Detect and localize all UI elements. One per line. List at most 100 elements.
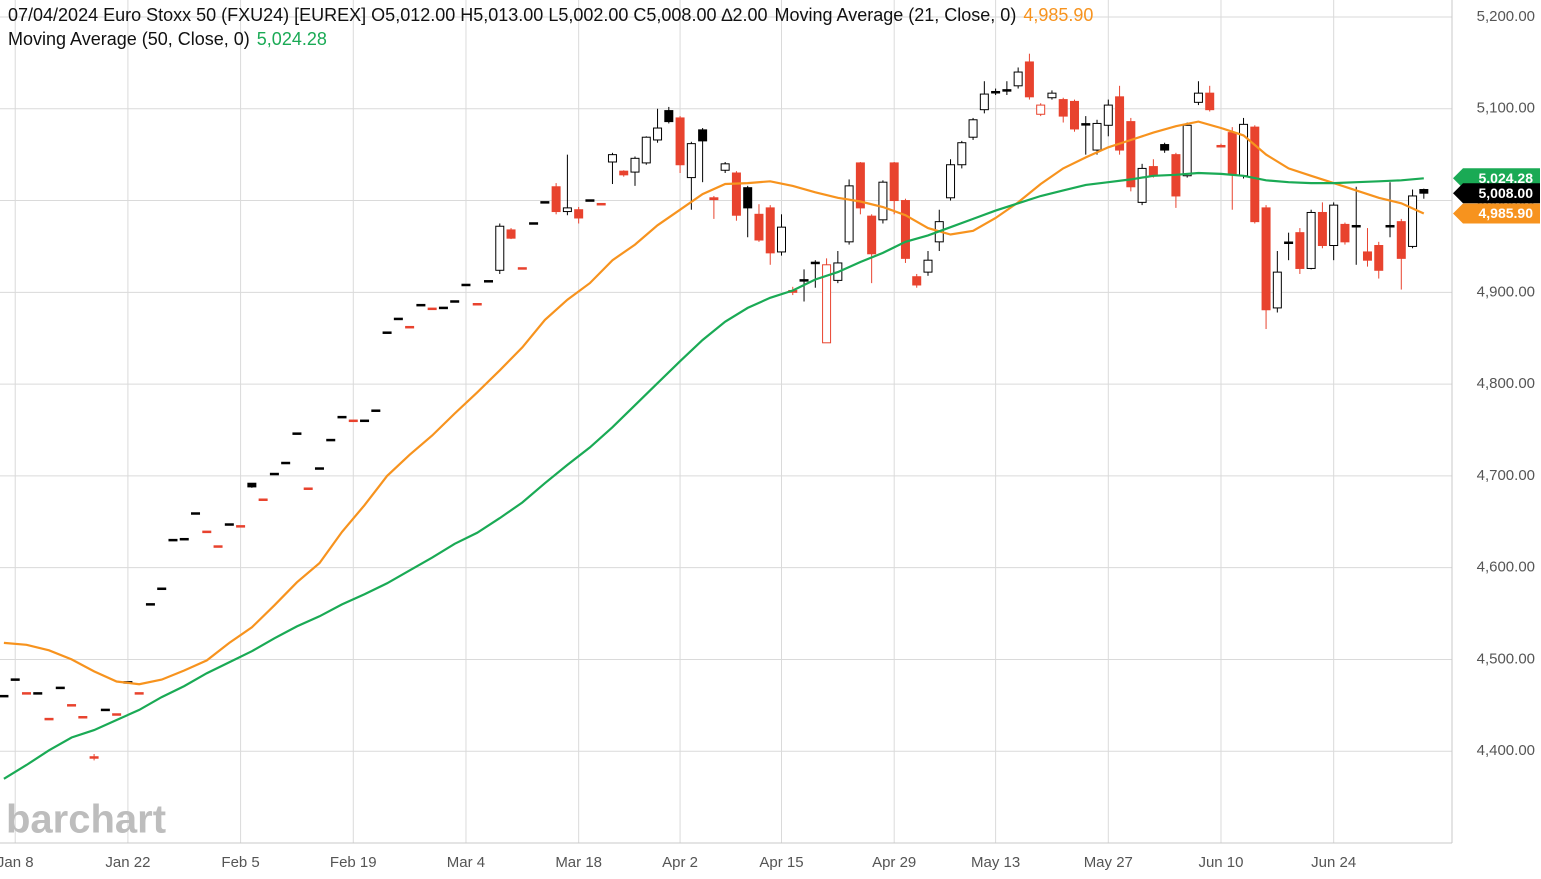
- ma-line: [3, 120, 1425, 686]
- candle-body: [55, 686, 65, 690]
- candle-body: [179, 537, 189, 541]
- candle-body: [607, 154, 617, 163]
- candle-body: [326, 438, 336, 442]
- candle-body: [517, 267, 527, 270]
- legend-value: 4,985.90: [1023, 5, 1093, 25]
- x-tick-label: Apr 15: [759, 854, 803, 871]
- candle-body: [1002, 89, 1012, 92]
- x-tick-label: Mar 4: [447, 854, 485, 871]
- candle-body: [314, 467, 324, 470]
- y-tick-label: 4,800.00: [1477, 375, 1535, 392]
- x-tick-label: May 13: [971, 854, 1020, 871]
- candle-body: [281, 461, 291, 465]
- candle-body: [1385, 224, 1395, 228]
- candle-body: [720, 163, 730, 171]
- candle-body: [348, 419, 358, 423]
- x-tick-label: Mar 18: [555, 854, 602, 871]
- candle-body: [923, 259, 933, 273]
- candle-body: [1103, 104, 1113, 126]
- candle-body: [855, 162, 865, 209]
- candle-body: [438, 306, 448, 310]
- candle-body: [89, 756, 99, 759]
- candle-body: [303, 487, 313, 490]
- candle-body: [157, 587, 167, 591]
- y-tick-label: 4,700.00: [1477, 467, 1535, 484]
- candle-body: [946, 164, 956, 199]
- candle-body: [653, 127, 663, 141]
- candle-body: [1047, 92, 1057, 99]
- candle-body: [337, 415, 347, 419]
- candle-body: [1092, 122, 1102, 151]
- candle-body: [427, 307, 437, 311]
- candle-body: [21, 692, 31, 695]
- candle-body: [1284, 241, 1294, 245]
- candle-body: [1408, 195, 1418, 247]
- legend-entry: Moving Average (21, Close, 0): [775, 5, 1017, 25]
- candle-body: [641, 136, 651, 164]
- candle-body: [991, 90, 1001, 94]
- candle-body: [1182, 124, 1192, 177]
- candle-body: [393, 317, 403, 321]
- header: 07/04/2024 Euro Stoxx 50 (FXU24) [EUREX]…: [8, 5, 768, 25]
- ma-line: [3, 171, 1424, 780]
- candle-body: [191, 512, 201, 515]
- candle-body: [1205, 92, 1215, 111]
- watermark: barchart: [6, 798, 166, 842]
- candle-body: [506, 229, 516, 239]
- x-tick-label: Jan 8: [0, 854, 34, 871]
- candle-body: [630, 157, 640, 173]
- candle-body: [213, 545, 223, 548]
- candle-body: [1216, 144, 1226, 148]
- candle-body: [619, 170, 629, 176]
- candle-body: [292, 432, 302, 435]
- x-tick-label: Jun 24: [1311, 854, 1356, 871]
- candle-body: [495, 225, 505, 271]
- candle-body: [686, 143, 696, 179]
- y-tick-label: 5,100.00: [1477, 100, 1535, 117]
- candle-body: [405, 325, 415, 329]
- candle-body: [258, 498, 268, 501]
- candle-body: [968, 119, 978, 138]
- legend-value: 5,024.28: [257, 29, 327, 49]
- candle-body: [810, 261, 820, 265]
- candle-body: [78, 716, 88, 719]
- candle-body: [799, 279, 809, 282]
- candle-body: [1250, 126, 1260, 223]
- y-tick-label: 4,400.00: [1477, 742, 1535, 759]
- candle-body: [1272, 271, 1282, 309]
- candle-body: [1306, 211, 1316, 269]
- price-badge-label: 4,985.90: [1479, 205, 1534, 221]
- candle-body: [450, 300, 460, 303]
- candle-body: [743, 187, 753, 209]
- candle-body: [168, 538, 178, 542]
- x-tick-label: Feb 19: [330, 854, 377, 871]
- candle-body: [360, 419, 370, 423]
- candle-body: [416, 303, 426, 307]
- candle-body: [134, 692, 144, 695]
- candle-body: [1081, 123, 1091, 126]
- candle-body: [33, 692, 43, 695]
- price-badge: [1453, 203, 1540, 224]
- candle-body: [1160, 144, 1170, 151]
- candle-body: [562, 207, 572, 213]
- candle-body: [1115, 96, 1125, 151]
- candle-body: [44, 717, 54, 721]
- price-badge-label: 5,024.28: [1479, 170, 1534, 186]
- candle-body: [1362, 251, 1372, 261]
- candle-body: [247, 482, 257, 488]
- candle-body: [202, 530, 212, 534]
- x-tick-label: Apr 29: [872, 854, 916, 871]
- candle-body: [1317, 211, 1327, 247]
- candle-body: [236, 525, 246, 528]
- candle-body: [822, 264, 832, 344]
- candle-body: [776, 226, 786, 253]
- candle-body: [10, 678, 20, 681]
- legend-entry: Moving Average (50, Close, 0): [8, 29, 250, 49]
- candle-body: [957, 142, 967, 166]
- candle-body: [709, 197, 719, 201]
- candle-body: [529, 222, 539, 225]
- candle-body: [1069, 100, 1079, 130]
- candle-body: [371, 409, 381, 412]
- x-tick-label: May 27: [1084, 854, 1133, 871]
